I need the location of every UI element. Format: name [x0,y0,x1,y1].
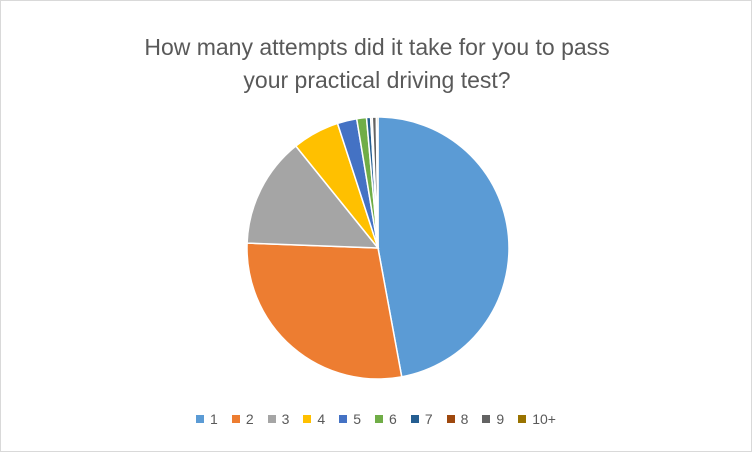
legend-item: 8 [446,411,469,427]
chart-title: How many attempts did it take for you to… [144,34,610,93]
legend-label: 7 [424,411,433,427]
legend-item: 10+ [518,411,556,427]
legend-item: 3 [267,411,290,427]
legend-label: 8 [460,411,469,427]
legend-item: 9 [482,411,504,427]
legend: 1 2 3 4 5 6 7 8 9 10+ [1,411,751,427]
legend-swatch [231,415,240,423]
legend-label: 4 [317,411,326,427]
legend-swatch [518,415,527,423]
legend-item: 1 [196,411,218,427]
pie-slice [246,144,380,249]
pie-slice [375,116,379,249]
legend-swatch [375,415,384,423]
legend-label: 5 [353,411,362,427]
legend-item: 7 [410,411,433,427]
legend-label: 2 [245,411,254,427]
legend-item: 2 [231,411,254,427]
legend-item: 5 [339,411,361,427]
legend-swatch [339,415,348,423]
legend-label: 9 [496,411,505,427]
legend-swatch [267,415,276,423]
legend-swatch [482,415,491,423]
legend-item: 6 [375,411,397,427]
legend-swatch [410,415,419,423]
legend-item: 4 [303,411,325,427]
legend-swatch [196,415,205,423]
legend-swatch [446,415,455,423]
pie-slice [377,116,510,378]
legend-label: 6 [389,411,397,427]
legend-label: 1 [210,411,218,427]
legend-swatch [303,415,312,423]
pie-slice [246,242,403,380]
legend-label: 3 [281,411,290,427]
legend-label: 10+ [532,411,556,427]
